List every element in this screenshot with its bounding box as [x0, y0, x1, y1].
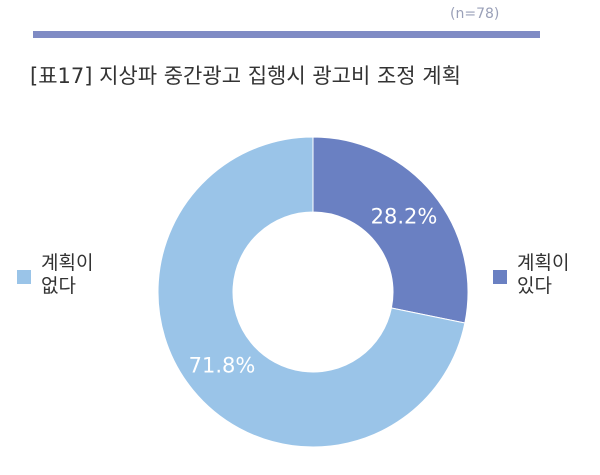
- legend-item-plan: 계획이 있다: [493, 252, 569, 298]
- legend-label-no-plan: 계획이 없다: [41, 252, 93, 298]
- header-rule: [33, 31, 540, 38]
- legend-swatch-plan: [493, 270, 507, 284]
- legend-swatch-no-plan: [17, 270, 31, 284]
- sample-size-note: (n=78): [450, 6, 500, 22]
- donut-slice: [312, 136, 469, 324]
- legend-label-line: 계획이: [41, 252, 94, 274]
- chart-title: [표17] 지상파 중간광고 집행시 광고비 조정 계획: [30, 64, 461, 88]
- legend-label-line: 있다: [517, 275, 552, 297]
- legend-label-line: 계획이: [517, 252, 570, 274]
- slice-value-label: 28.2%: [371, 205, 438, 229]
- legend-label-plan: 계획이 있다: [517, 252, 569, 298]
- legend-label-line: 없다: [41, 275, 76, 297]
- legend-item-no-plan: 계획이 없다: [17, 252, 93, 298]
- slice-value-label: 71.8%: [189, 353, 256, 377]
- donut-slice: [157, 136, 466, 448]
